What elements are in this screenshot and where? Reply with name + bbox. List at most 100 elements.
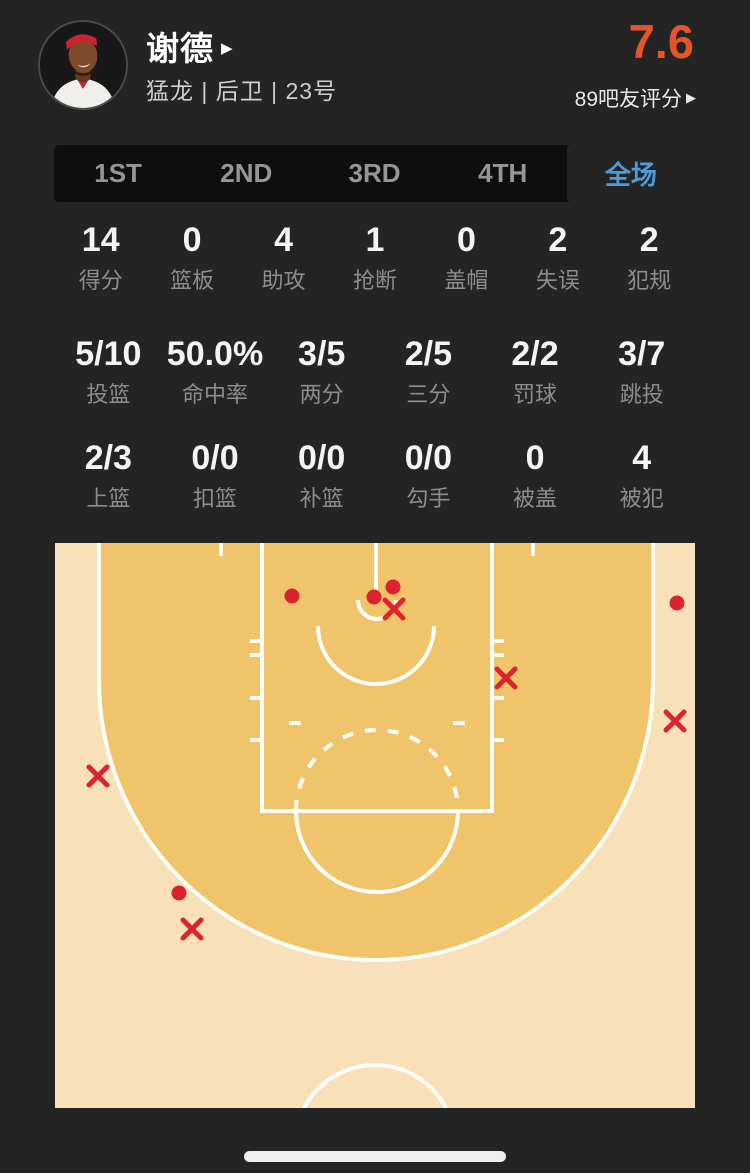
- stat-rebounds: 0 篮板: [146, 220, 237, 294]
- player-name: 谢德: [146, 30, 214, 67]
- player-avatar[interactable]: [38, 20, 128, 110]
- stats-row-basic: 14 得分 0 篮板 4 助攻 1 抢断 0 盖帽 2 失误 2 犯规: [55, 220, 695, 294]
- stat-label: 篮板: [170, 268, 215, 293]
- baseline-ticks: [219, 543, 535, 556]
- stat-steals: 1 抢断: [329, 220, 420, 294]
- stat-label: 罚球: [513, 382, 558, 407]
- stat-turnovers: 2 失误: [512, 220, 603, 294]
- rating-caption: 89吧友评分: [574, 88, 682, 111]
- tab-2nd[interactable]: 2ND: [220, 158, 273, 188]
- stat-label: 三分: [406, 382, 451, 407]
- stat-label: 投篮: [86, 382, 131, 407]
- shot-missed-marker: [180, 917, 204, 941]
- stat-value: 4: [632, 439, 652, 477]
- tab-1st[interactable]: 1ST: [94, 158, 142, 188]
- shot-markers: [86, 579, 687, 941]
- player-header: 谢德 ▶ 猛龙 | 后卫 | 23号 7.6 89吧友评分 ▶: [0, 0, 750, 140]
- stat-label: 被盖: [513, 486, 558, 511]
- shot-missed-marker: [86, 764, 110, 788]
- stat-label: 上篮: [86, 486, 131, 511]
- shot-made-marker: [385, 579, 401, 595]
- stat-label: 犯规: [627, 268, 672, 293]
- stat-value: 0/0: [191, 439, 239, 477]
- stat-fg-pct: 50.0% 命中率: [162, 334, 269, 408]
- stat-layup: 2/3 上篮: [55, 438, 162, 512]
- stat-value: 3/5: [298, 335, 346, 373]
- stat-blocks: 0 盖帽: [421, 220, 512, 294]
- stat-putback: 0/0 补篮: [268, 438, 375, 512]
- stat-label: 得分: [78, 268, 123, 293]
- stat-got-blocked: 0 被盖: [482, 438, 589, 512]
- lane-hash-marks-left: [250, 639, 262, 742]
- stat-value: 2/2: [511, 335, 559, 373]
- face: [68, 38, 98, 73]
- stat-label: 命中率: [182, 382, 249, 407]
- tab-4th[interactable]: 4TH: [478, 158, 528, 188]
- restricted-area-arc: [316, 625, 436, 686]
- stat-value: 14: [81, 221, 120, 259]
- stat-label: 被犯: [619, 486, 664, 511]
- three-point-line: [97, 543, 655, 962]
- stat-value: 4: [274, 221, 294, 259]
- stat-label: 抢断: [352, 268, 397, 293]
- stat-label: 两分: [299, 382, 344, 407]
- center-circle: [301, 1063, 449, 1108]
- stat-label: 助攻: [261, 268, 306, 293]
- shot-made-marker: [171, 885, 187, 901]
- stat-hook: 0/0 勾手: [375, 438, 482, 512]
- rating-arrow-icon: ▶: [686, 90, 696, 105]
- stat-value: 2/3: [84, 439, 132, 477]
- shot-made-marker: [284, 588, 300, 604]
- stat-label: 盖帽: [444, 268, 489, 293]
- lane-rect: [260, 543, 494, 813]
- player-portrait: [40, 22, 126, 108]
- player-name-row[interactable]: 谢德 ▶: [146, 22, 233, 70]
- stat-value: 50.0%: [166, 335, 264, 373]
- stat-value: 2/5: [404, 335, 452, 373]
- stat-label: 跳投: [619, 382, 664, 407]
- stat-value: 1: [365, 221, 385, 259]
- rating-caption-row[interactable]: 89吧友评分 ▶: [575, 83, 696, 113]
- shot-missed-marker: [494, 666, 518, 690]
- stat-two-point: 3/5 两分: [268, 334, 375, 408]
- stat-three-point: 2/5 三分: [375, 334, 482, 408]
- shot-made-marker: [669, 595, 685, 611]
- stat-value: 0: [525, 439, 545, 477]
- stat-value: 5/10: [75, 335, 142, 373]
- name-arrow-icon: ▶: [221, 39, 233, 57]
- court-inside-three-area: [99, 543, 653, 960]
- jersey: [51, 78, 115, 108]
- home-indicator[interactable]: [244, 1151, 506, 1162]
- shot-missed-marker: [663, 709, 687, 733]
- shot-missed-marker: [382, 597, 406, 621]
- stats-row-shot-types: 2/3 上篮 0/0 扣篮 0/0 补篮 0/0 勾手 0 被盖 4 被犯: [55, 438, 695, 512]
- stat-free-throw: 2/2 罚球: [482, 334, 589, 408]
- free-throw-circle-solid: [294, 810, 460, 894]
- stat-label: 补篮: [299, 486, 344, 511]
- stats-row-shooting: 5/10 投篮 50.0% 命中率 3/5 两分 2/5 三分 2/2 罚球 3…: [55, 334, 695, 408]
- quarter-tabs: 1ST 2ND 3RD 4TH 全场: [54, 145, 695, 202]
- stat-fg: 5/10 投篮: [55, 334, 162, 408]
- stat-points: 14 得分: [55, 220, 146, 294]
- stat-label: 失误: [535, 268, 580, 293]
- stat-dunk: 0/0 扣篮: [162, 438, 269, 512]
- shot-chart: [55, 543, 695, 1108]
- shot-made-marker: [366, 589, 382, 605]
- stat-label: 勾手: [406, 486, 451, 511]
- tab-full-game[interactable]: 全场: [566, 145, 695, 202]
- stat-fouls: 2 犯规: [604, 220, 695, 294]
- stat-label: 扣篮: [193, 486, 238, 511]
- stat-fouled-on: 4 被犯: [588, 438, 695, 512]
- stat-value: 0: [456, 221, 476, 259]
- headband: [65, 34, 98, 50]
- stat-value: 0/0: [404, 439, 452, 477]
- stat-jumper: 3/7 跳投: [588, 334, 695, 408]
- player-rating: 7.6: [628, 15, 694, 68]
- stat-value: 0: [182, 221, 202, 259]
- free-throw-circle-dashed: [294, 728, 460, 812]
- lane-hash-marks-right: [492, 639, 504, 742]
- tab-3rd[interactable]: 3RD: [348, 158, 401, 188]
- stat-value: 2: [639, 221, 659, 259]
- stat-assists: 4 助攻: [238, 220, 329, 294]
